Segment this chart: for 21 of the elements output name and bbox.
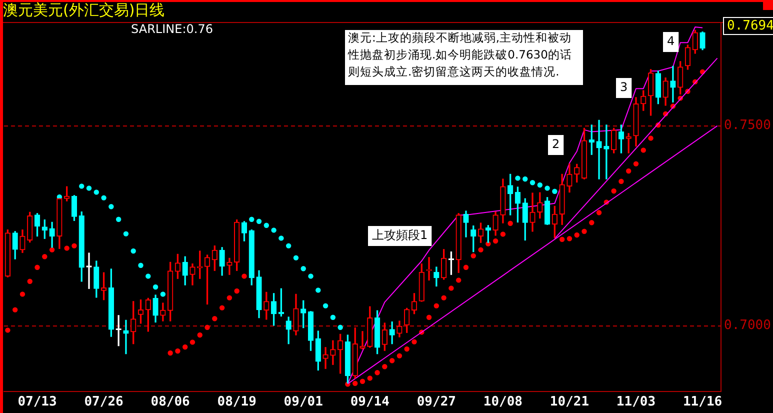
annotation: 上攻頻段1 (372, 228, 428, 242)
text: 0.7694 (727, 18, 773, 34)
x-tick-label: 09/27 (416, 394, 456, 410)
annotation: 澳元:上攻的蘋段不断地减弱,主动性和被动性抛盘初步涌现.如今明能跌破0.7630的话则短头成立.密切留意这两天的收盘情况. (347, 30, 572, 79)
x-tick-label: 09/01 (284, 394, 324, 410)
y-tick-label: 0.7000 (724, 318, 771, 334)
chart-title: 澳元美元(外汇交易)日线 (3, 0, 165, 19)
annotation: SARLINE:0.76 (131, 22, 213, 36)
annotation: 3 (620, 80, 628, 94)
x-tick-label: 07/26 (84, 394, 124, 410)
y-tick-label: 0.7500 (724, 118, 771, 134)
x-tick-label: 11/03 (616, 394, 656, 410)
x-tick-label: 08/06 (150, 394, 190, 410)
annotation: 4 (667, 34, 675, 48)
x-tick-label: 07/13 (18, 394, 57, 410)
annotation: 2 (552, 137, 560, 152)
x-tick-label: 10/21 (550, 394, 590, 410)
x-tick-label: 09/14 (350, 394, 390, 410)
x-tick-label: 08/19 (217, 394, 256, 410)
x-tick-label: 10/08 (483, 394, 523, 410)
x-tick-label: 11/16 (682, 394, 722, 410)
